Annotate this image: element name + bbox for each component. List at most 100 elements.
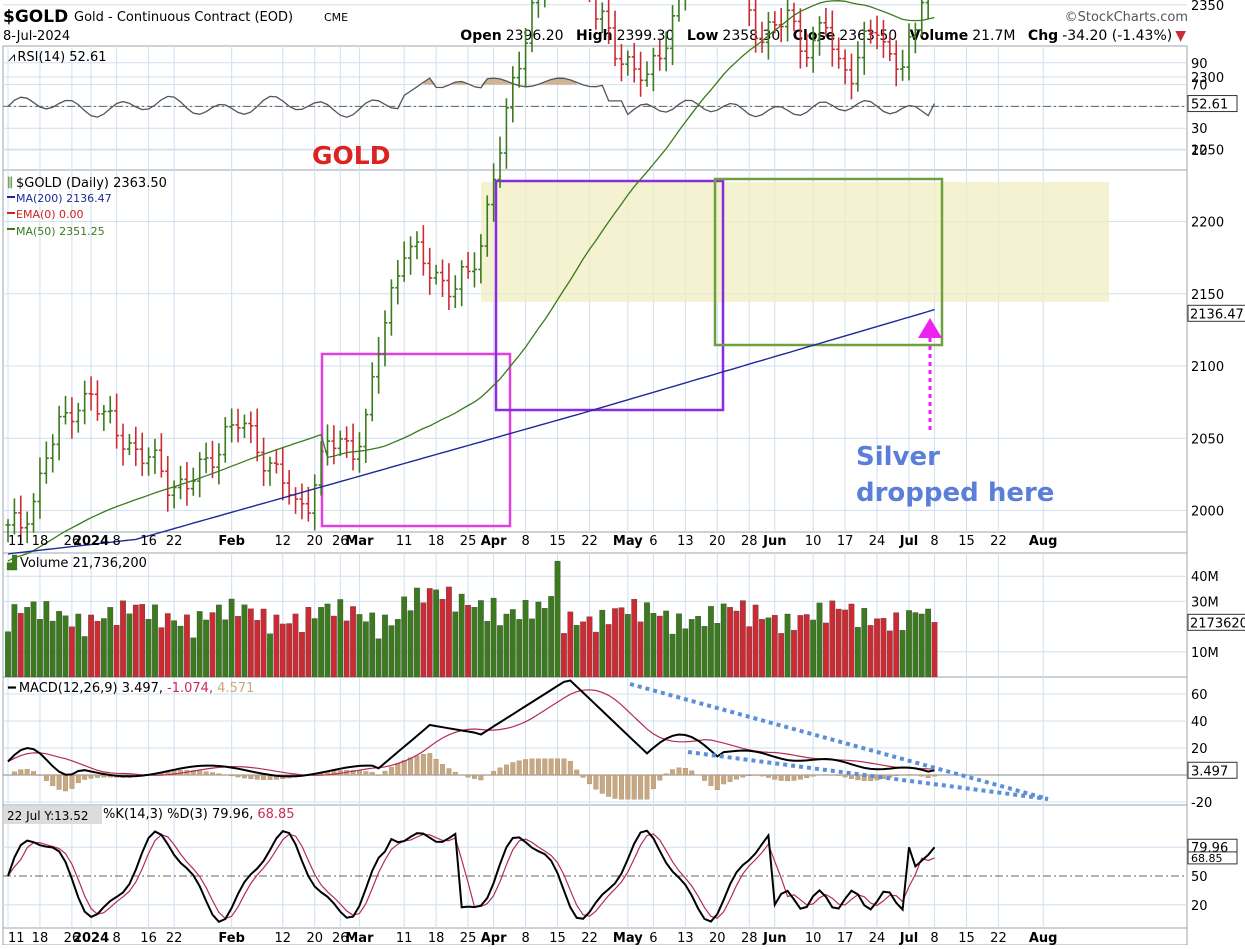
high-label: High: [576, 28, 613, 44]
silver-annotation-line2: dropped here: [856, 478, 1054, 508]
macd-hist-bar: [715, 775, 720, 790]
macd-tag: 3.497: [1191, 764, 1228, 779]
volume-bar: [619, 608, 624, 677]
macd-hist-bar: [217, 774, 222, 775]
volume-bar: [842, 610, 847, 677]
volume-bar: [721, 604, 726, 677]
macd-tick-label: -20: [1191, 796, 1212, 811]
price-tick-label: 2100: [1191, 360, 1224, 375]
volume-bar: [548, 596, 553, 677]
macd-hist-bar: [619, 775, 624, 799]
volume-bar: [44, 601, 49, 677]
date-tick-label: Aug: [1029, 534, 1058, 549]
volume-bar: [229, 599, 234, 677]
date-tick-label-lower: 11: [396, 931, 413, 945]
volume-bar: [325, 604, 330, 677]
volume-bar: [50, 621, 55, 677]
macd-hist-bar: [102, 775, 107, 777]
rsi-legend-text: RSI(14) 52.61: [17, 50, 106, 65]
date-tick-label-lower: 25: [460, 931, 477, 945]
macd-hist-bar: [606, 775, 611, 797]
volume-bar: [69, 627, 74, 677]
volume-bar: [849, 604, 854, 677]
volume-bar: [491, 598, 496, 677]
volume-bar: [868, 625, 873, 677]
volume-bar: [465, 605, 470, 677]
volume-bar: [657, 616, 662, 677]
ma200-swatch: [7, 196, 15, 198]
macd-hist-bar: [747, 775, 752, 776]
volume-bar: [529, 619, 534, 677]
volume-bar: [146, 619, 151, 677]
volume-bar: [95, 621, 100, 677]
silver-annotation-line1: Silver: [856, 442, 940, 472]
macd-hist-bar: [689, 771, 694, 775]
volume-bar: [810, 620, 815, 677]
volume-legend-text: Volume 21,736,200: [20, 556, 147, 571]
hover-tag: 22 Jul Y:13.52: [7, 809, 89, 823]
macd-hist-bar: [792, 775, 797, 781]
stoch-legend: %K(14,3) %D(3) 79.96,68.85: [103, 807, 295, 822]
volume-bar: [606, 624, 611, 677]
volume-bar: [261, 609, 266, 677]
volume-bar: [894, 613, 899, 677]
low-value: 2358.30: [722, 28, 780, 44]
macd-hist-bar: [709, 775, 714, 786]
macd-hist-bar: [657, 775, 662, 780]
date-tick-label: 18: [428, 534, 445, 549]
range-box: [481, 182, 1109, 302]
date-tick-label-lower: 11: [8, 931, 25, 945]
volume-tick-label: 40M: [1191, 570, 1219, 585]
volume-bar: [331, 616, 336, 677]
exchange: CME: [324, 11, 348, 24]
date-tick-label-lower: Jun: [762, 931, 786, 945]
volume-bar: [874, 619, 879, 677]
volume-bar: [574, 625, 579, 677]
price-tick-label: 2050: [1191, 432, 1224, 447]
date-tick-label: 8: [112, 534, 120, 549]
open-value: 2396.20: [506, 28, 564, 44]
price-tick-label: 2350: [1191, 0, 1224, 14]
macd-hist-bar: [677, 768, 682, 775]
macd-hist-bar: [421, 754, 426, 775]
date-tick-label: Mar: [345, 534, 374, 549]
volume-bar: [235, 616, 240, 677]
date-tick-label-lower: May: [613, 931, 643, 945]
volume-bar: [382, 615, 387, 677]
volume-bar: [255, 620, 260, 677]
volume-bar: [472, 607, 477, 677]
volume-bar: [350, 606, 355, 677]
macd-hist-bar: [760, 775, 765, 776]
volume-bar: [766, 618, 771, 677]
volume-bar: [523, 600, 528, 677]
volume-bar: [178, 626, 183, 677]
volume-bar: [344, 621, 349, 677]
macd-hist-bar: [645, 775, 650, 799]
date-tick-label-lower: 17: [837, 931, 854, 945]
date-tick-label-lower: Feb: [218, 931, 244, 945]
macd-tick-label: 20: [1191, 742, 1208, 757]
price-tick-label: 2000: [1191, 505, 1224, 520]
volume-bar: [510, 609, 515, 677]
date-tick-label-lower: 16: [140, 931, 157, 945]
date-tick-label-lower: 12: [274, 931, 291, 945]
volume-bar: [357, 614, 362, 677]
macd-hist-bar: [568, 761, 573, 775]
volume-bar: [427, 588, 432, 677]
volume-bar: [306, 607, 311, 677]
macd-hist-bar: [95, 775, 100, 778]
volume-bar: [625, 614, 630, 677]
date-tick-label: 16: [140, 534, 157, 549]
volume-bar: [184, 615, 189, 677]
volume-bar: [753, 605, 758, 677]
date-tick-label: 8: [521, 534, 529, 549]
volume-bar: [517, 619, 522, 677]
volume-bar: [299, 632, 304, 677]
macd-hist-bar: [357, 771, 362, 775]
date-tick-label-lower: 8: [521, 931, 529, 945]
volume-bar: [536, 602, 541, 677]
ema-swatch: [7, 212, 15, 214]
stoch-tick-label: 20: [1191, 899, 1208, 914]
volume-bar: [708, 606, 713, 677]
macd-hist-bar: [364, 771, 369, 775]
